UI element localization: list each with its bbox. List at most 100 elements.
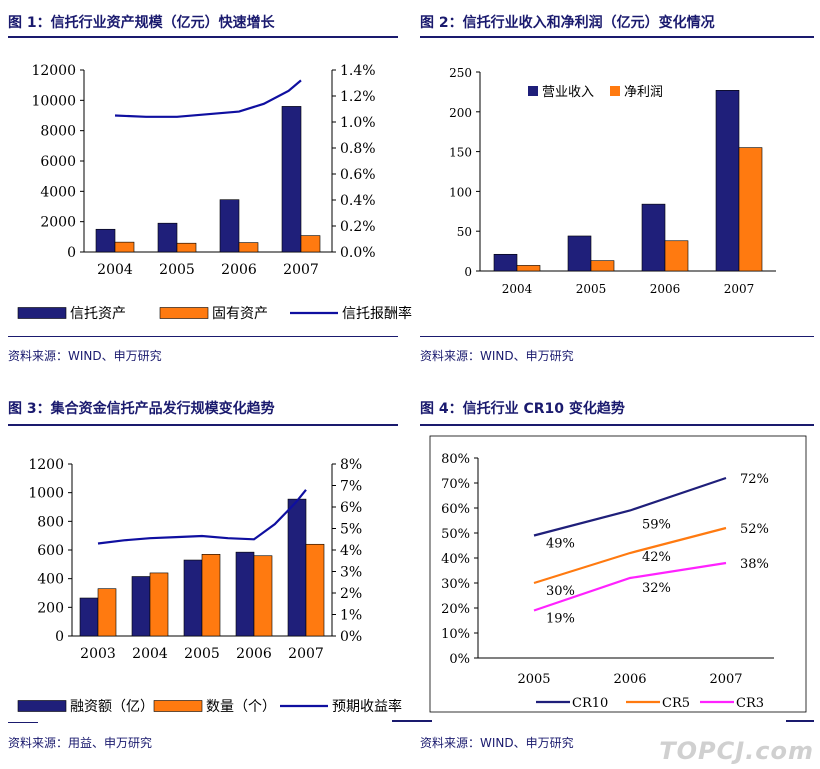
chart4-y-tick-label: 70%: [441, 477, 470, 492]
chart2-y-tick-label: 50: [457, 225, 472, 239]
chart2-bar-secondary: [516, 265, 541, 272]
chart4-y-tick-label: 40%: [441, 552, 470, 567]
chart1-x-tick-label: 2005: [159, 262, 195, 278]
chart3-y2-tick-label: 6%: [340, 500, 362, 516]
chart3-x-tick-label: 2007: [288, 646, 324, 662]
chart1-y-tick-label: 10000: [31, 93, 76, 109]
chart1-y2-tick-label: 1.2%: [340, 89, 376, 105]
chart1-y-tick-label: 0: [67, 245, 76, 261]
chart1-y-tick-label: 4000: [40, 184, 76, 200]
chart4-bottom-rule: [786, 720, 814, 722]
chart4-x-tick-label: 2006: [613, 672, 646, 687]
chart4-data-label: 38%: [740, 557, 769, 572]
chart3-bar-primary: [235, 551, 255, 637]
chart3-bar-secondary: [149, 572, 169, 637]
chart3-bottom-rule-right: [392, 720, 432, 722]
chart4-data-label: 32%: [642, 581, 671, 596]
chart2-y-tick-label: 0: [464, 265, 472, 279]
chart3-legend-label: 融资额（亿）: [70, 699, 154, 715]
chart1-legend-label: 信托报酬率: [342, 305, 412, 322]
chart1-title: 图 1：信托行业资产规模（亿元）快速增长: [8, 15, 275, 31]
chart3-bar-secondary: [97, 588, 117, 637]
chart2-title-rule: [420, 36, 814, 38]
chart2-legend-label: 营业收入: [542, 85, 594, 100]
chart2-bottom-rule: [420, 336, 814, 337]
chart3-y2-tick-label: 7%: [340, 479, 362, 495]
chart3-legend-label: 数量（个）: [206, 699, 276, 715]
chart1-bar-primary: [157, 222, 178, 253]
chart4-y-tick-label: 0%: [449, 652, 470, 667]
chart3-y-tick-label: 1000: [28, 486, 64, 502]
chart3-x-tick-label: 2005: [184, 646, 220, 662]
chart1-x-tick-label: 2004: [97, 262, 133, 278]
chart3-y-tick-label: 0: [55, 629, 64, 645]
chart1-bar-primary: [219, 199, 240, 253]
chart4-y-tick-label: 60%: [441, 502, 470, 517]
chart2-x-tick-label: 2004: [502, 282, 533, 296]
chart2-x-tick-label: 2005: [576, 282, 607, 296]
chart3-source: 资料来源：用益、申万研究: [8, 736, 153, 750]
chart1-title-rule: [8, 36, 398, 38]
chart1-y2-tick-label: 0.6%: [340, 167, 376, 183]
chart3-y2-tick-label: 3%: [340, 565, 362, 581]
chart4-legend-label: CR5: [662, 696, 690, 711]
chart3-y2-tick-label: 4%: [340, 543, 362, 559]
chart1-y-tick-label: 8000: [40, 124, 76, 140]
chart2-y-tick-label: 100: [449, 185, 472, 199]
chart4-svg: 0% 10% 20% 30% 40% 50% 60% 70% 80% 2005 2006 2007 49…: [429, 435, 807, 713]
chart1-y-tick-label: 6000: [40, 154, 76, 170]
chart3-x-tick-label: 2006: [236, 646, 272, 662]
chart1-y2-tick-label: 0.8%: [340, 141, 376, 157]
chart1-bar-primary: [281, 106, 302, 253]
chart4-series-cr3: [533, 561, 727, 612]
chart3-y-tick-label: 800: [37, 514, 64, 530]
chart3-svg: 0 200 400 600 800 1000 1200 0% 1% 2% 3% 4% 5% 6% 7% 8% 2…: [17, 457, 402, 715]
chart1-bar-secondary: [114, 241, 135, 253]
chart2-legend-swatch: [610, 86, 620, 96]
chart2-svg: 0 50 100 150 200 250 2004 2005 2006 2007 营业收入 净利润: [449, 66, 776, 296]
chart3-x-tick-label: 2003: [80, 646, 116, 662]
chart2-x-tick-label: 2007: [724, 282, 755, 296]
chart3-bar-secondary: [253, 555, 273, 637]
chart2-source: 资料来源：WIND、申万研究: [420, 349, 574, 363]
chart4-x-tick-label: 2007: [709, 672, 742, 687]
chart4-data-label: 72%: [740, 472, 769, 487]
chart3-title: 图 3：集合资金信托产品发行规模变化趋势: [8, 401, 275, 417]
chart1-bar-secondary: [300, 235, 321, 253]
chart4-data-label: 59%: [642, 518, 671, 533]
chart3-y-tick-label: 1200: [28, 457, 64, 473]
chart2-y-tick-label: 250: [449, 66, 472, 80]
chart4-legend-label: CR3: [736, 696, 764, 711]
chart3-y2-tick-label: 1%: [340, 608, 362, 624]
chart4-data-label: 49%: [546, 537, 575, 552]
chart2-y-tick-label: 150: [449, 146, 472, 160]
chart1-y-tick-label: 12000: [31, 63, 76, 79]
chart1-x-tick-label: 2007: [283, 262, 319, 278]
chart1-x-tick-label: 2006: [221, 262, 257, 278]
chart3-series-line: [97, 489, 307, 545]
chart3-title-rule: [8, 424, 398, 426]
chart4-series-cr10: [533, 476, 727, 537]
chart2-bar-primary: [493, 253, 518, 272]
chart4-series-cr5: [533, 526, 727, 585]
chart3-y-tick-label: 200: [37, 600, 64, 616]
chart4-y-tick-label: 20%: [441, 602, 470, 617]
chart4-source: 资料来源：WIND、申万研究: [420, 736, 574, 750]
chart2-bar-secondary: [664, 240, 689, 272]
chart4-title: 图 4：信托行业 CR10 变化趋势: [420, 401, 625, 417]
chart4-title-rule: [420, 424, 814, 426]
watermark-logo: TOPCJ.com: [659, 737, 814, 765]
chart1-y2-tick-label: 1.4%: [340, 63, 376, 79]
chart1-legend-swatch: [17, 307, 67, 319]
chart3-bar-primary: [183, 559, 203, 637]
chart3-y2-tick-label: 8%: [340, 457, 362, 473]
chart1-y2-tick-label: 0.0%: [340, 245, 376, 261]
chart3-y2-tick-label: 5%: [340, 522, 362, 538]
chart3-bar-primary: [287, 498, 307, 637]
chart3-bottom-rule: [8, 722, 38, 723]
chart1-bottom-rule: [8, 336, 398, 337]
chart4-x-tick-label: 2005: [517, 672, 550, 687]
chart1-bar-primary: [95, 228, 116, 253]
chart2-bar-secondary: [590, 260, 615, 272]
chart1-series-line: [114, 79, 302, 118]
